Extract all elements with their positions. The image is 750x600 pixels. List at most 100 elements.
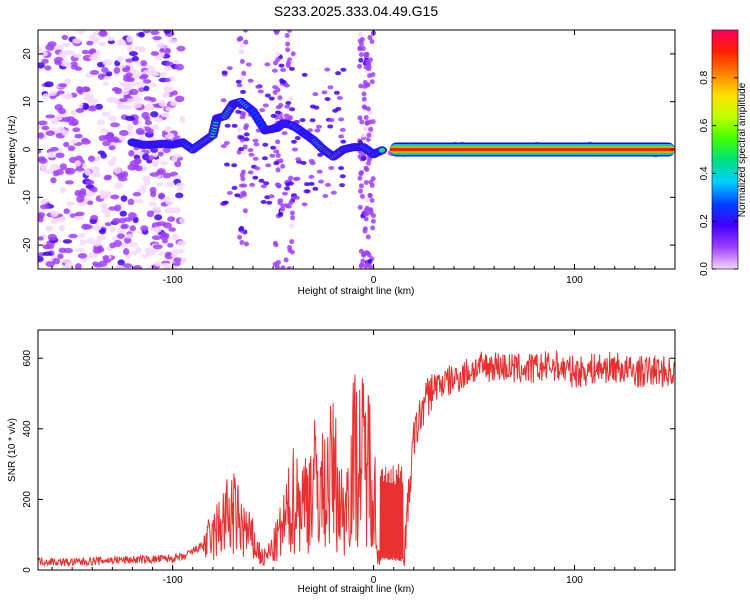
heatmap-noise-blob xyxy=(66,201,76,206)
snr-series-line xyxy=(38,350,675,568)
heatmap-noise-blob xyxy=(38,215,44,223)
heatmap-noise-blob xyxy=(243,132,250,137)
heatmap-x-ticks: -100 0 100 xyxy=(51,30,676,286)
heatmap-noise-blob xyxy=(119,136,127,142)
heatmap-noise-blob xyxy=(272,240,278,246)
heatmap-noise-blob xyxy=(288,175,294,181)
heatmap-noise-blob xyxy=(106,71,113,77)
heatmap-noise-blob xyxy=(142,30,152,34)
heatmap-noise-blob xyxy=(98,260,108,267)
heatmap-noise-blob xyxy=(304,182,311,187)
heatmap-noise-blob xyxy=(146,210,154,218)
heatmap-noise-blob xyxy=(131,250,138,256)
heatmap-noise-blob xyxy=(308,181,315,186)
heatmap-noise-blob xyxy=(288,66,295,71)
snr-x-ticks: -100 0 100 xyxy=(51,330,676,586)
colorbar-ticks: 0.0 0.2 0.4 0.6 0.8 xyxy=(699,29,739,276)
heatmap-steady-line xyxy=(389,142,675,157)
heatmap-noise-blob xyxy=(358,57,364,63)
heatmap-noise-blob xyxy=(61,265,71,269)
heatmap-noise-blob xyxy=(285,101,292,106)
snr-x-label: Height of straight line (km) xyxy=(298,584,415,595)
heatmap-noise-blob xyxy=(84,190,93,197)
snr-y-tick-label: 600 xyxy=(22,349,33,366)
heatmap-noise-blob xyxy=(287,30,293,33)
heatmap-noise-blob xyxy=(363,52,369,58)
heatmap-noise-blob xyxy=(140,225,149,232)
heatmap-noise-blob xyxy=(363,179,369,185)
heatmap-noise-blob xyxy=(357,115,363,121)
heatmap-noise-blob xyxy=(365,82,371,88)
heatmap-noise-blob xyxy=(277,198,284,203)
heatmap-noise-blob xyxy=(247,148,254,153)
heatmap-noise-blob xyxy=(62,239,73,244)
heatmap-noise-blob xyxy=(325,182,332,187)
heatmap-noise-blob xyxy=(365,106,371,112)
heatmap-noise-blob xyxy=(84,168,92,176)
heatmap-noise-blob xyxy=(368,126,374,132)
colorbar-tick-label: 0.2 xyxy=(699,214,710,228)
heatmap-noise-blob xyxy=(358,263,364,269)
heatmap-steady-band xyxy=(389,147,675,152)
heatmap-noise-blob xyxy=(165,106,172,111)
heatmap-noise-blob xyxy=(312,92,319,97)
heatmap-noise-blob xyxy=(128,242,139,248)
heatmap-noise-blob xyxy=(47,151,56,158)
heatmap-noise-blob xyxy=(365,234,371,240)
heatmap-noise-blob xyxy=(144,116,151,122)
heatmap-noise-blob xyxy=(223,141,230,146)
heatmap-noise-blob xyxy=(163,91,170,98)
heatmap-noise-blob xyxy=(357,204,363,210)
heatmap-noise-blob xyxy=(55,152,65,159)
heatmap-noise-blob xyxy=(38,149,42,154)
heatmap-noise-blob xyxy=(82,103,89,111)
heatmap-noise-blob xyxy=(128,69,138,74)
heatmap-noise-blob xyxy=(71,139,79,144)
heatmap-noise-blob xyxy=(272,85,279,90)
heatmap-noise-blob xyxy=(100,152,107,159)
heatmap-noise-blob xyxy=(288,96,294,102)
colorbar-label: Normalized spectral amplitude xyxy=(737,82,748,217)
heatmap-noise-blob xyxy=(176,45,186,52)
heatmap-noise-blob xyxy=(38,156,46,162)
heatmap-noise-blob xyxy=(50,177,57,184)
heatmap-noise-blob xyxy=(262,103,269,108)
heatmap-noise-blob xyxy=(98,30,108,37)
heatmap-noise-blob xyxy=(335,71,342,76)
heatmap-noise-blob xyxy=(154,214,163,221)
heatmap-noise-blob xyxy=(239,89,246,94)
heatmap-noise-blob xyxy=(142,254,149,259)
heatmap-noise-blob xyxy=(264,93,271,98)
heatmap-noise-blob xyxy=(238,36,244,42)
heatmap-noise-blob xyxy=(175,182,186,188)
heatmap-noise-blob xyxy=(285,204,292,209)
heatmap-noise-blob xyxy=(295,157,302,162)
heatmap-noise-blob xyxy=(275,51,281,57)
heatmap-y-tick-label: 10 xyxy=(22,96,33,108)
heatmap-noise-blob xyxy=(61,34,69,41)
heatmap-noise-blob xyxy=(158,251,166,256)
heatmap-noise-blob xyxy=(114,182,123,190)
heatmap-y-tick-label: 0 xyxy=(22,146,33,152)
heatmap-noise-blob xyxy=(132,118,139,126)
colorbar-tick-label: 0.8 xyxy=(699,70,710,84)
heatmap-noise-blob xyxy=(113,67,121,74)
heatmap-noise-blob xyxy=(140,184,147,191)
heatmap-noise-blob xyxy=(151,235,162,241)
heatmap-noise-blob xyxy=(140,73,149,79)
heatmap-noise-blob xyxy=(70,64,79,70)
heatmap-noise-blob xyxy=(74,167,85,172)
heatmap-noise-blob xyxy=(132,192,142,197)
heatmap-noise-blob xyxy=(45,114,56,119)
heatmap-noise-blob xyxy=(146,65,156,71)
heatmap-noise-blob xyxy=(340,67,347,72)
heatmap-noise-blob xyxy=(269,153,276,158)
heatmap-noise-blob xyxy=(114,87,123,95)
heatmap-noise-blob xyxy=(112,217,121,224)
heatmap-noise-blob xyxy=(102,265,109,269)
heatmap-noise-blob xyxy=(97,73,106,80)
heatmap-noise-blob xyxy=(64,180,74,185)
heatmap-noise-blob xyxy=(370,225,376,231)
heatmap-noise-blob xyxy=(358,52,364,58)
